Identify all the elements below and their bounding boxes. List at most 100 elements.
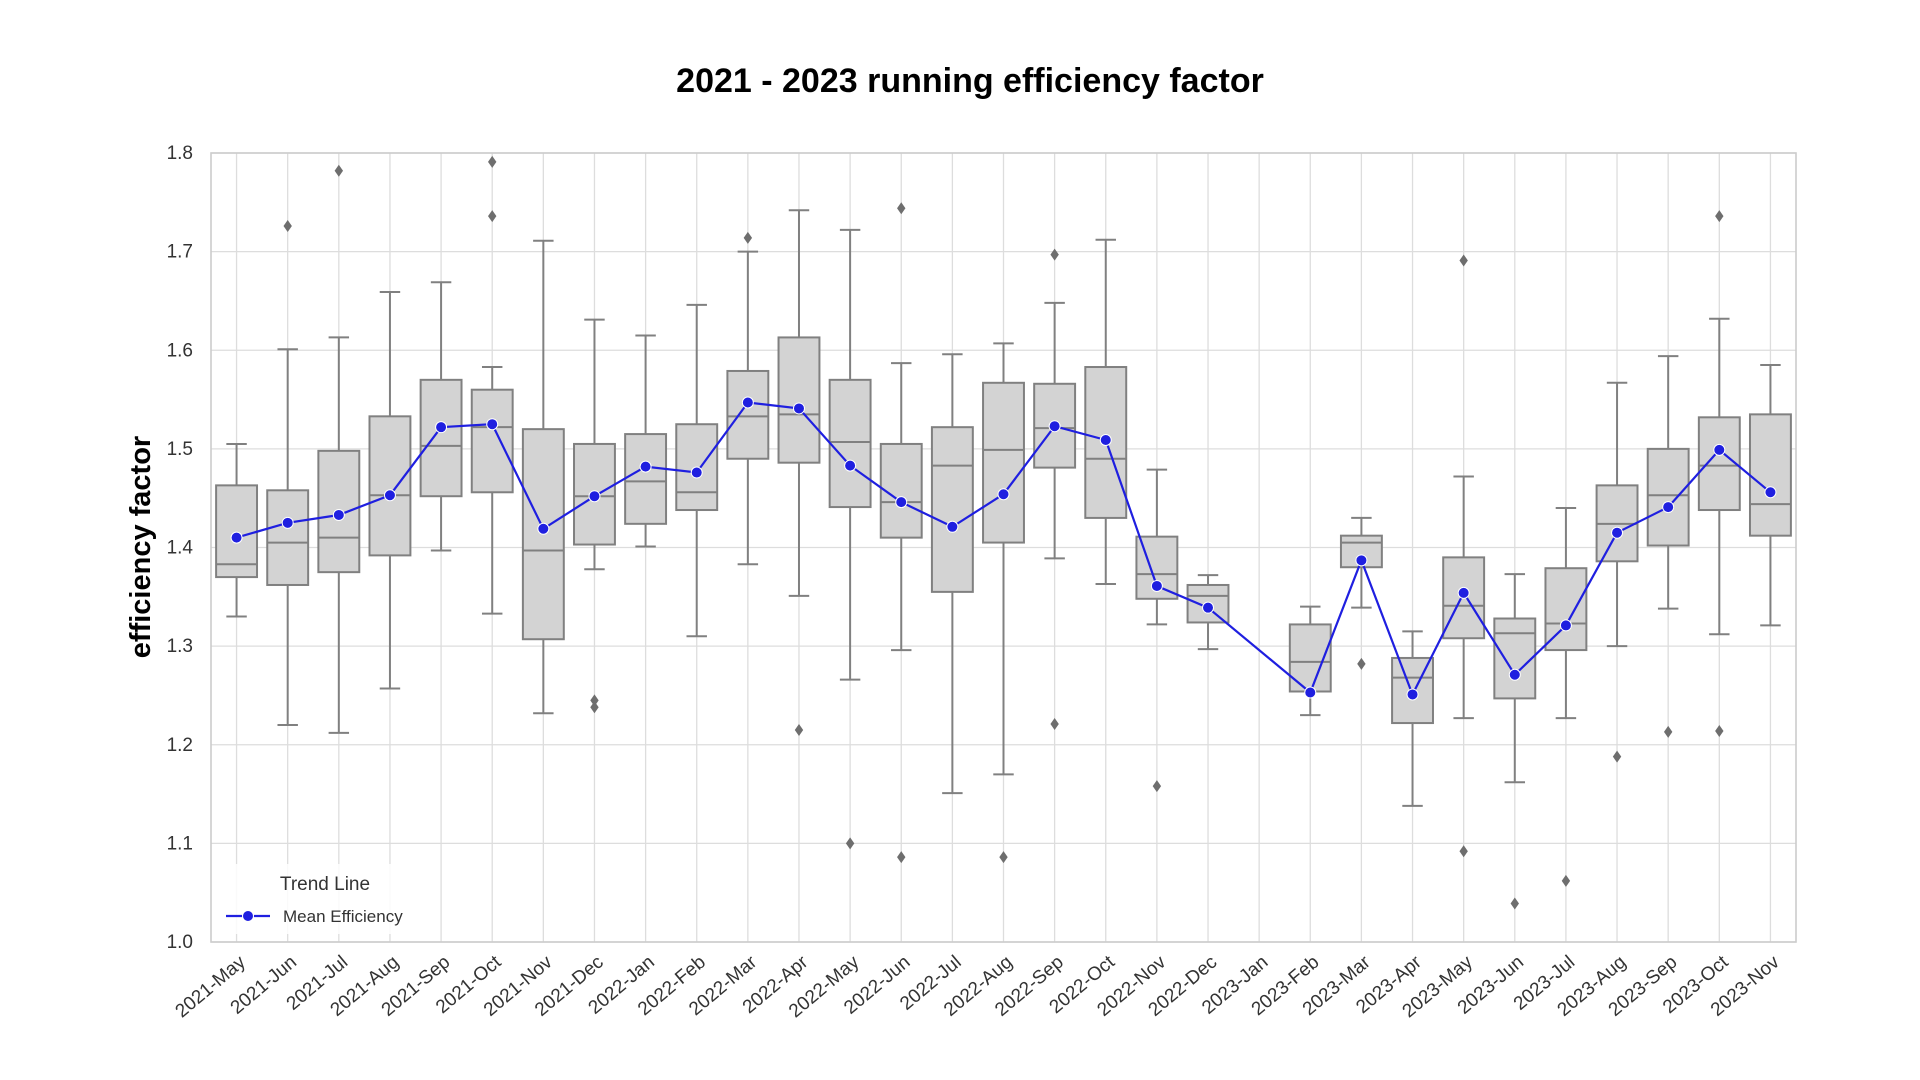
legend: Trend Line Mean Efficiency <box>215 864 425 934</box>
y-tick-label: 1.4 <box>167 538 194 559</box>
box-2022-Aug <box>982 342 1025 864</box>
outlier-point <box>1050 248 1059 261</box>
mean-efficiency-point <box>1304 686 1317 699</box>
y-tick-label: 1.1 <box>167 833 193 854</box>
box-body <box>419 378 463 498</box>
y-tick-label: 1.3 <box>167 636 193 657</box>
outlier-point <box>1152 780 1162 793</box>
box-body <box>726 369 770 460</box>
box-body <box>470 388 514 494</box>
outlier-point <box>794 723 804 736</box>
box-2023-Jul <box>1544 507 1588 887</box>
box-body <box>1646 447 1690 547</box>
outlier-point <box>488 155 497 168</box>
box-2023-Aug <box>1595 381 1639 763</box>
mean-efficiency-point <box>1508 668 1521 681</box>
box-2022-May <box>828 228 872 850</box>
mean-efficiency-point <box>946 520 959 533</box>
y-tick-labels: 1.0 1.1 1.2 1.3 1.4 1.5 1.6 1.7 1.8 <box>167 143 194 953</box>
box-body <box>982 381 1025 544</box>
mean-efficiency-point <box>332 508 345 521</box>
box-2022-Jan <box>624 334 668 548</box>
box-2022-Apr <box>777 209 821 736</box>
box-2022-Dec <box>1186 574 1230 651</box>
plot-frame <box>210 152 1797 943</box>
mean-efficiency-point <box>383 489 396 502</box>
box-2021-Dec <box>573 318 616 714</box>
mean-efficiency-point <box>997 488 1010 501</box>
y-tick-label: 1.2 <box>167 735 193 756</box>
mean-efficiency-point <box>1099 433 1112 446</box>
legend-marker-swatch <box>242 910 254 922</box>
outlier-point <box>1715 724 1724 737</box>
box-2021-Oct <box>470 155 514 615</box>
y-tick-label: 1.7 <box>167 242 193 263</box>
box-body <box>368 415 412 557</box>
mean-efficiency-point <box>690 466 703 479</box>
box-body <box>828 378 872 509</box>
box-series <box>215 155 1792 910</box>
box-body <box>624 433 668 525</box>
mean-efficiency-point <box>792 402 805 415</box>
mean-efficiency-point <box>537 522 550 535</box>
chart-title: 2021 - 2023 running efficiency factor <box>676 62 1264 100</box>
outlier-point <box>1715 210 1724 223</box>
x-tick-labels: 2021-May2021-Jun2021-Jul2021-Aug2021-Sep… <box>172 951 1784 1022</box>
y-tick-label: 1.8 <box>167 143 193 164</box>
box-2021-Nov <box>521 239 565 715</box>
box-body <box>1493 617 1537 700</box>
legend-title: Trend Line <box>280 874 370 895</box>
box-2023-Jun <box>1493 573 1537 910</box>
axes-frame <box>210 152 1797 943</box>
mean-efficiency-point <box>588 490 601 503</box>
box-body <box>1544 567 1588 652</box>
box-2022-Mar <box>726 231 770 566</box>
box-2021-Aug <box>368 291 412 690</box>
outlier-point <box>897 202 906 215</box>
box-2023-Oct <box>1697 210 1741 737</box>
box-2022-Jul <box>930 353 974 795</box>
outlier-point <box>1663 725 1673 738</box>
outlier-point <box>334 164 344 177</box>
outlier-point <box>743 231 753 244</box>
y-tick-label: 1.5 <box>167 439 193 460</box>
mean-efficiency-point <box>281 516 294 529</box>
mean-efficiency-point <box>1662 501 1675 514</box>
box-body <box>879 442 923 539</box>
outlier-point <box>1357 657 1366 670</box>
outlier-point <box>1561 874 1571 887</box>
mean-efficiency-line <box>236 401 1772 698</box>
outlier-point <box>590 701 599 714</box>
box-body <box>266 489 310 586</box>
y-tick-label: 1.6 <box>167 340 193 361</box>
outlier-point <box>590 694 599 707</box>
box-2023-Feb <box>1288 605 1332 717</box>
mean-efficiency-point <box>1611 526 1624 539</box>
mean-efficiency-point <box>741 396 754 409</box>
outlier-point <box>845 837 855 850</box>
outlier-point <box>1459 845 1468 858</box>
box-body <box>1748 413 1792 537</box>
mean-efficiency-point <box>1202 601 1215 614</box>
box-2021-May <box>215 442 259 618</box>
box-2023-Sep <box>1646 355 1690 738</box>
mean-efficiency-point <box>1457 586 1470 599</box>
mean-efficiency-point <box>895 496 908 509</box>
outlier-point <box>488 210 497 223</box>
mean-efficiency-point <box>844 459 857 472</box>
mean-efficiency-point <box>486 418 499 431</box>
box-2022-Oct <box>1084 238 1128 585</box>
mean-efficiency-point <box>1355 554 1368 567</box>
mean-efficiency-point <box>1150 579 1163 592</box>
y-tick-label: 1.0 <box>167 932 193 953</box>
mean-efficiency-point <box>1559 619 1572 632</box>
outlier-point <box>1459 254 1468 267</box>
mean-efficiency-point <box>1048 420 1061 433</box>
outlier-point <box>1050 718 1059 731</box>
outlier-point <box>999 851 1008 864</box>
mean-efficiency-point <box>639 460 652 473</box>
outlier-point <box>283 219 292 232</box>
box-body <box>573 442 616 546</box>
